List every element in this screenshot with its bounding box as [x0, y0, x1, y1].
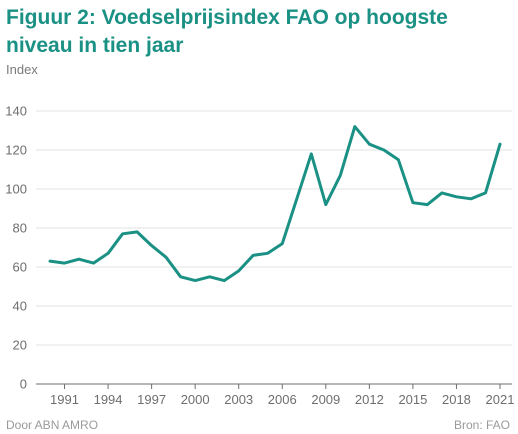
y-tick-label: 80 [13, 221, 27, 236]
footer-source: Bron: FAO [453, 418, 510, 432]
x-tick-label: 2009 [311, 392, 340, 407]
y-axis-ticks: 0 20 40 60 80 100 120 140 [5, 104, 27, 392]
y-tick-label: 20 [13, 338, 27, 353]
y-axis-label: Index [6, 62, 38, 77]
x-tick-label: 1994 [94, 392, 123, 407]
x-tick-label: 2006 [268, 392, 297, 407]
x-tick-label: 2015 [398, 392, 427, 407]
y-tick-label: 140 [5, 104, 27, 119]
x-tick-label: 2000 [181, 392, 210, 407]
series-group [48, 125, 502, 283]
y-tick-label: 120 [5, 143, 27, 158]
series-line [48, 125, 502, 283]
chart-title: Figuur 2: Voedselprijsindex FAO op hoogs… [6, 6, 448, 57]
y-tick-label: 40 [13, 299, 27, 314]
x-tick-label: 2021 [486, 392, 515, 407]
footer-credit: Door ABN AMRO [6, 418, 99, 432]
y-tick-label: 100 [5, 182, 27, 197]
x-axis-ticks: 1991 1994 1997 2000 2003 2006 2009 2012 2015 2018… [50, 384, 514, 407]
x-tick-label: 1991 [50, 392, 79, 407]
y-tick-label: 0 [20, 377, 27, 392]
x-tick-label: 1997 [137, 392, 166, 407]
x-tick-label: 2018 [442, 392, 471, 407]
y-tick-label: 60 [13, 260, 27, 275]
x-tick-label: 2003 [224, 392, 253, 407]
x-tick-label: 2012 [355, 392, 384, 407]
grid-lines [36, 110, 512, 385]
